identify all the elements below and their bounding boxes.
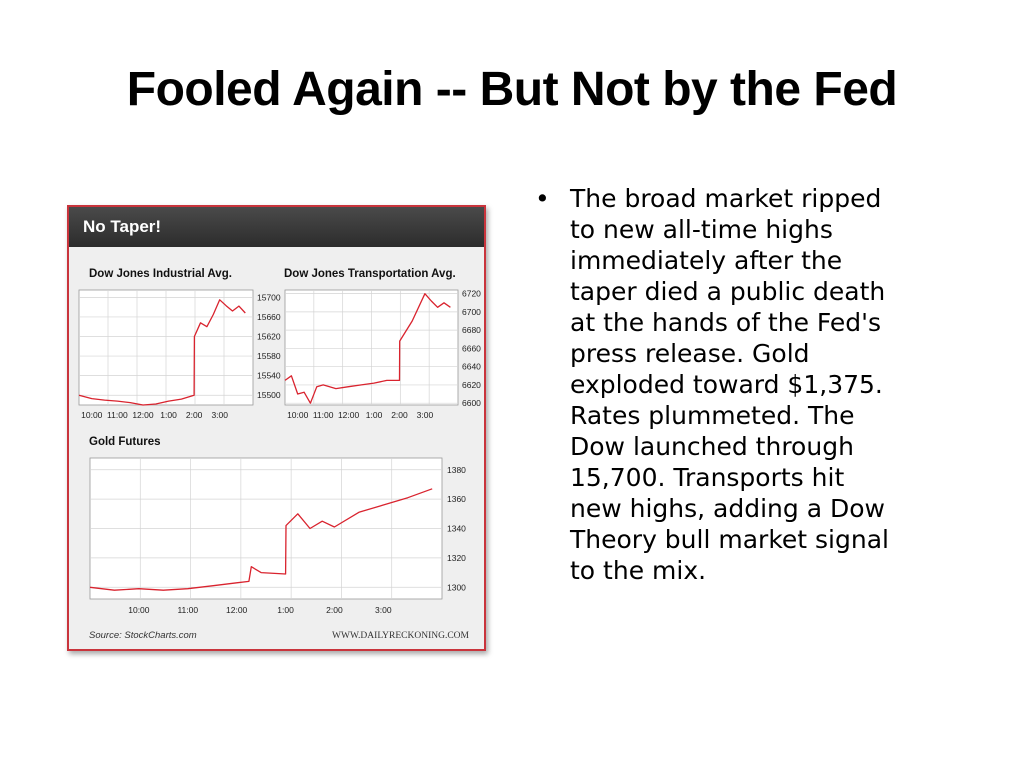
chart-dji: 15500 15540 15580 15620 15660 15700 10:00 11:00… [78, 289, 281, 420]
x-tick-label: 10:00 [128, 605, 150, 615]
chart-figure: No Taper! Dow Jones Industrial Avg. Dow … [67, 205, 486, 651]
x-tick-label: 2:00 [391, 410, 408, 420]
bullet-item: • The broad market ripped to new all-tim… [533, 183, 973, 586]
bullet-list: • The broad market ripped to new all-tim… [533, 183, 973, 586]
x-tick-label: 3:00 [375, 605, 392, 615]
bullet-marker: • [535, 184, 550, 213]
x-tick-label: 3:00 [211, 410, 228, 420]
x-tick-label: 12:00 [338, 410, 360, 420]
x-tick-label: 2:00 [326, 605, 343, 615]
y-tick-label: 15660 [257, 312, 281, 322]
y-tick-label: 1340 [447, 524, 466, 534]
x-tick-label: 11:00 [107, 410, 128, 420]
y-tick-label: 1360 [447, 494, 466, 504]
website-label: WWW.DAILYRECKONING.COM [332, 631, 470, 641]
y-tick-label: 15500 [257, 390, 281, 400]
series-line [89, 488, 433, 591]
y-tick-label: 6600 [462, 398, 481, 408]
y-tick-label: 15700 [257, 292, 281, 302]
chart-title-dji: Dow Jones Industrial Avg. [89, 268, 232, 280]
series-line [284, 293, 451, 404]
source-label: Source: StockCharts.com [89, 630, 197, 641]
x-tick-label: 12:00 [132, 410, 154, 420]
y-tick-label: 15540 [257, 371, 281, 381]
x-tick-label: 10:00 [81, 410, 103, 420]
chart-djt: 6600 6620 6640 6660 6680 6700 6720 10:00 11:00 12… [284, 289, 481, 420]
y-tick-label: 1300 [447, 582, 466, 592]
y-tick-label: 6620 [462, 380, 481, 390]
y-tick-label: 6680 [462, 325, 481, 335]
y-tick-label: 6660 [462, 343, 481, 353]
y-tick-label: 6700 [462, 307, 481, 317]
y-tick-label: 1320 [447, 553, 466, 563]
x-tick-label: 11:00 [177, 605, 198, 615]
x-tick-label: 2:00 [186, 410, 203, 420]
x-tick-label: 1:00 [366, 410, 383, 420]
y-tick-label: 6640 [462, 362, 481, 372]
chart-gold: 1300 1320 1340 1360 1380 10:00 11:00 12:00 1:00 2… [89, 457, 466, 615]
y-tick-label: 6720 [462, 289, 481, 299]
y-tick-label: 15580 [257, 351, 281, 361]
y-tick-label: 1380 [447, 465, 466, 475]
slide-title: Fooled Again -- But Not by the Fed [126, 63, 898, 116]
x-tick-label: 1:00 [277, 605, 294, 615]
bullet-text: The broad market ripped to new all-time … [570, 184, 889, 585]
chart-title-gold: Gold Futures [89, 436, 161, 448]
y-tick-label: 15620 [257, 331, 281, 341]
chart-title-djt: Dow Jones Transportation Avg. [284, 268, 456, 280]
x-tick-label: 12:00 [226, 605, 248, 615]
x-tick-label: 3:00 [417, 410, 434, 420]
x-tick-label: 1:00 [160, 410, 177, 420]
x-tick-label: 11:00 [313, 410, 334, 420]
charts-svg: Dow Jones Industrial Avg. Dow Jones Tran… [78, 268, 481, 641]
x-tick-label: 10:00 [287, 410, 309, 420]
series-line [78, 299, 246, 406]
figure-header: No Taper! [69, 207, 484, 247]
